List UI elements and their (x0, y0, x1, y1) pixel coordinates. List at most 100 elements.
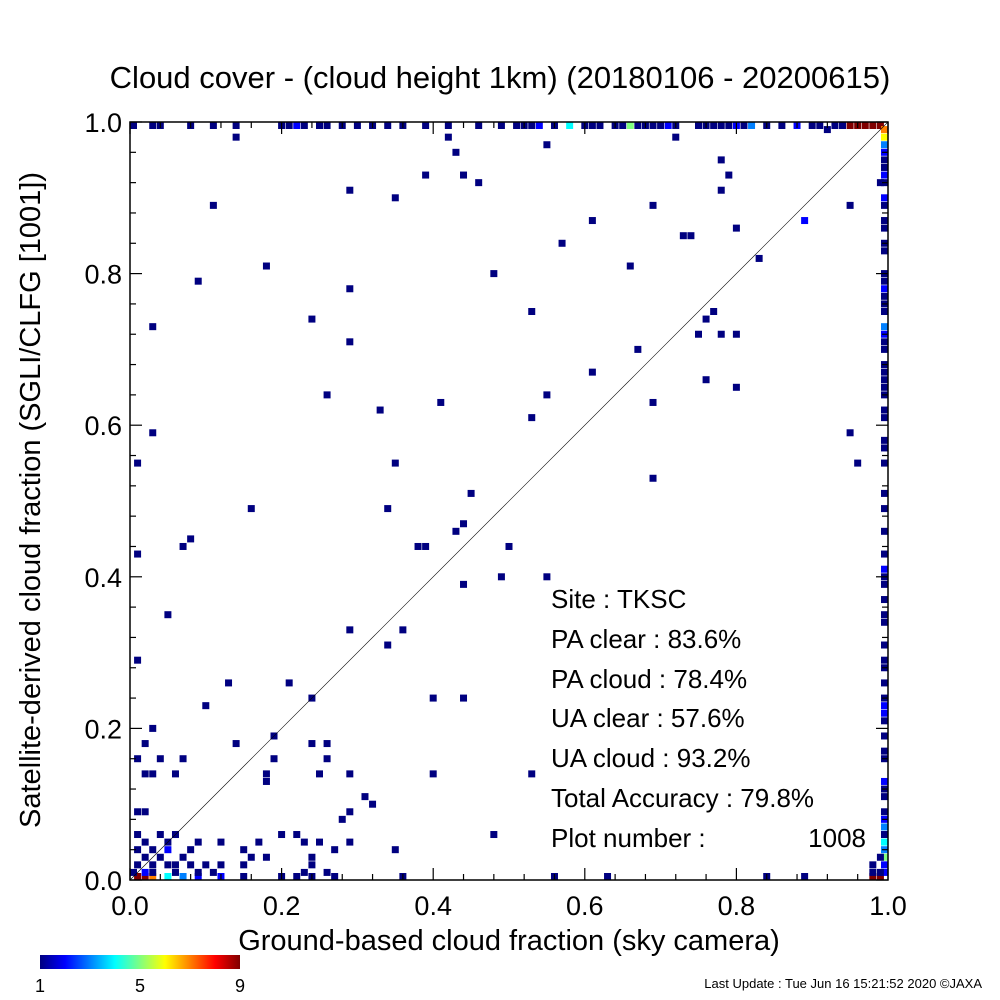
heatmap-cell (881, 459, 888, 467)
heatmap-cell (460, 171, 468, 179)
heatmap-cell (376, 406, 384, 414)
heatmap-cell (346, 626, 354, 634)
heatmap-cell (748, 122, 756, 129)
heatmap-cell (732, 330, 740, 338)
heatmap-cell (490, 831, 498, 839)
heatmap-cell (619, 122, 627, 129)
heatmap-cell (881, 679, 888, 687)
heatmap-cell (300, 838, 308, 846)
heatmap-cell (444, 133, 452, 141)
heatmap-cell (171, 770, 179, 778)
heatmap-cell (634, 122, 642, 129)
chart-title: Cloud cover - (cloud height 1km) (201801… (110, 60, 891, 95)
heatmap-cell (672, 133, 680, 141)
heatmap-cell (141, 873, 149, 880)
heatmap-cell (384, 641, 392, 649)
plot-frame (129, 121, 889, 881)
heatmap-cell (262, 770, 270, 778)
heatmap-cell (149, 873, 157, 880)
heatmap-cell (881, 838, 888, 846)
heatmap-cell (225, 679, 233, 687)
heatmap-cell (881, 489, 888, 497)
heatmap-cell (179, 755, 187, 763)
heatmap-cell (881, 861, 888, 869)
heatmap-cell (353, 122, 361, 129)
stat-pa-clear: PA clear : 83.6% (551, 624, 741, 654)
heatmap-cell (308, 861, 316, 869)
stats-box: Site : TKSC PA clear : 83.6% PA cloud : … (551, 584, 866, 853)
heatmap-cell (308, 853, 316, 861)
heatmap-cell (134, 550, 142, 558)
heatmap-cell (141, 838, 149, 846)
heatmap-cell (391, 459, 399, 467)
heatmap-cell (141, 868, 149, 876)
heatmap-cell (876, 868, 884, 876)
heatmap-cell (134, 459, 142, 467)
heatmap-cell (881, 702, 888, 710)
heatmap-cell (816, 122, 824, 129)
heatmap-cell (710, 308, 718, 315)
y-axis-label: Satellite-derived cloud fraction (SGLI/C… (15, 172, 47, 828)
heatmap-cell (543, 141, 551, 149)
heatmap-cell (881, 565, 888, 573)
heatmap-cell (202, 861, 210, 869)
heatmap-cell (194, 838, 202, 846)
heatmap-cell (422, 122, 430, 129)
heatmap-cell (278, 831, 286, 839)
heatmap-cell (171, 868, 179, 876)
heatmap-cell (262, 262, 270, 270)
heatmap-cell (134, 846, 142, 854)
heatmap-cell (808, 122, 816, 129)
heatmap-cell (141, 740, 149, 748)
heatmap-cell (657, 122, 665, 129)
heatmap-cell (740, 122, 748, 129)
heatmap-cell (649, 398, 657, 406)
heatmap-cell (149, 770, 157, 778)
heatmap-cell (881, 133, 888, 141)
heatmap-cell (467, 489, 475, 497)
heatmap-cell (130, 868, 137, 876)
heatmap-cell (323, 868, 331, 876)
heatmap-cell (869, 122, 877, 129)
heatmap-cell (881, 224, 888, 232)
heatmap-cell (164, 611, 172, 619)
heatmap-cell (854, 459, 862, 467)
heatmap-cell (881, 868, 888, 876)
colorbar-label-min: 1 (35, 976, 45, 996)
heatmap-cell (369, 800, 377, 808)
heatmap-cell (187, 535, 195, 543)
stat-total-accuracy: Total Accuracy : 79.8% (551, 783, 814, 813)
heatmap-cell (649, 201, 657, 209)
heatmap-cell (202, 702, 210, 710)
heatmap-cell (528, 122, 536, 129)
heatmap-cell (881, 808, 888, 816)
heatmap-cell (141, 853, 149, 861)
heatmap-cell (247, 505, 255, 513)
heatmap-cell (293, 122, 301, 129)
heatmap-cell (262, 777, 270, 785)
heatmap-cell (881, 277, 888, 285)
heatmap-cell (391, 846, 399, 854)
heatmap-cell (255, 838, 263, 846)
heatmap-cell (232, 122, 240, 129)
heatmap-cell (422, 542, 430, 550)
heatmap-cell (881, 345, 888, 353)
heatmap-cell (626, 122, 634, 129)
heatmap-cell (876, 179, 884, 187)
heatmap-cell (164, 861, 172, 869)
y-tick-label: 0.0 (84, 866, 122, 896)
heatmap-cell (437, 398, 445, 406)
heatmap-cell (217, 838, 225, 846)
heatmap-cell (513, 122, 521, 129)
heatmap-cell (649, 474, 657, 482)
heatmap-cell (881, 194, 888, 202)
heatmap-cell (881, 641, 888, 649)
heatmap-cell (881, 777, 888, 785)
y-tick-label: 0.8 (84, 260, 122, 290)
stat-pa-cloud: PA cloud : 78.4% (551, 664, 747, 694)
one-to-one-line (129, 121, 889, 881)
heatmap-cell (300, 122, 308, 129)
heatmap-cell (881, 709, 888, 717)
x-tick-labels: 0.0 0.2 0.4 0.6 0.8 1.0 (111, 891, 907, 921)
heatmap-cell (187, 846, 195, 854)
